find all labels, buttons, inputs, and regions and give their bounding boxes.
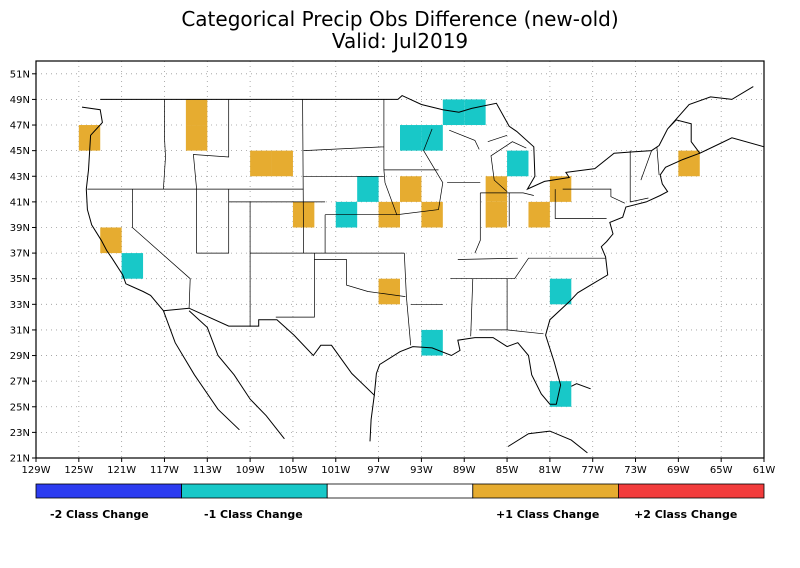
longitude-tick-labels: 129W 125W 121W 117W 113W 109W 105W 101W 97W 93W 89… xyxy=(22,465,776,476)
lat-tick-label: 41N xyxy=(10,197,30,208)
data-cell xyxy=(678,150,700,177)
data-cell xyxy=(442,99,465,126)
legend-swatch xyxy=(618,483,765,499)
lon-tick-label: 93W xyxy=(410,465,433,476)
legend-swatch xyxy=(181,483,328,499)
data-cell xyxy=(378,278,400,305)
lon-tick-label: 69W xyxy=(667,465,690,476)
map-subtitle: Valid: Jul2019 xyxy=(331,29,469,53)
lon-tick-label: 129W xyxy=(22,465,51,476)
data-cell xyxy=(78,125,101,151)
data-cell xyxy=(528,201,550,228)
lat-tick-label: 33N xyxy=(10,300,30,311)
data-cell xyxy=(400,125,422,151)
legend-label-minus2: -2 Class Change xyxy=(50,508,149,521)
data-cell xyxy=(121,253,144,279)
lon-tick-label: 101W xyxy=(321,465,350,476)
data-cell xyxy=(185,99,208,126)
lat-tick-label: 51N xyxy=(10,69,30,80)
legend-label-plus1: +1 Class Change xyxy=(496,508,600,521)
lat-tick-label: 21N xyxy=(10,454,30,465)
legend-swatch xyxy=(472,483,619,499)
legend-label-plus2: +2 Class Change xyxy=(634,508,738,521)
legend-swatch xyxy=(35,483,183,499)
latitude-tick-labels: 21N 23N 25N 27N 29N 31N 33N 35N 37N 39N 41N 43N 45N 4… xyxy=(10,69,30,464)
lon-tick-label: 81W xyxy=(539,465,562,476)
lat-tick-label: 35N xyxy=(10,274,30,285)
data-cell xyxy=(421,125,443,151)
data-cell xyxy=(400,176,422,202)
data-cell xyxy=(549,278,572,305)
cuba-outline xyxy=(507,383,591,454)
lon-tick-label: 105W xyxy=(278,465,307,476)
lon-tick-label: 61W xyxy=(753,465,776,476)
data-cell xyxy=(464,99,486,126)
lon-tick-label: 73W xyxy=(624,465,647,476)
data-cell xyxy=(357,176,379,202)
data-cell xyxy=(271,150,293,177)
lat-tick-label: 23N xyxy=(10,428,30,439)
data-cell xyxy=(549,381,572,407)
legend-swatch xyxy=(326,483,474,499)
map-frame xyxy=(35,60,765,459)
lon-tick-label: 77W xyxy=(581,465,604,476)
lat-tick-label: 25N xyxy=(10,402,30,413)
map-title: Categorical Precip Obs Difference (new-o… xyxy=(181,7,619,31)
lon-tick-label: 125W xyxy=(64,465,93,476)
lat-tick-label: 43N xyxy=(10,172,30,183)
lon-tick-label: 117W xyxy=(150,465,179,476)
lon-tick-label: 65W xyxy=(710,465,733,476)
mexico-border xyxy=(162,310,375,442)
lat-tick-label: 45N xyxy=(10,146,30,157)
lat-tick-label: 27N xyxy=(10,377,30,388)
lon-tick-label: 97W xyxy=(367,465,390,476)
lat-tick-label: 39N xyxy=(10,223,30,234)
data-cell xyxy=(185,125,208,151)
data-cell xyxy=(100,227,122,254)
lon-tick-label: 89W xyxy=(453,465,476,476)
data-cell xyxy=(421,329,443,356)
data-cell xyxy=(507,150,529,177)
canada-border xyxy=(100,86,765,191)
lat-tick-label: 37N xyxy=(10,249,30,260)
data-cell xyxy=(250,150,272,177)
lon-tick-label: 109W xyxy=(236,465,265,476)
data-cell xyxy=(421,201,443,228)
us-outline xyxy=(81,106,700,405)
legend-label-minus1: -1 Class Change xyxy=(204,508,303,521)
state-lines xyxy=(87,99,660,346)
lat-tick-label: 31N xyxy=(10,325,30,336)
lat-tick-label: 47N xyxy=(10,121,30,132)
legend-color-bar xyxy=(35,483,765,499)
lon-tick-label: 121W xyxy=(107,465,136,476)
data-cell xyxy=(485,176,508,202)
lon-tick-label: 113W xyxy=(193,465,222,476)
lat-tick-label: 49N xyxy=(10,95,30,106)
coastlines-and-borders xyxy=(81,86,765,454)
lat-tick-label: 29N xyxy=(10,351,30,362)
data-cell xyxy=(485,201,508,228)
lon-tick-label: 85W xyxy=(496,465,519,476)
